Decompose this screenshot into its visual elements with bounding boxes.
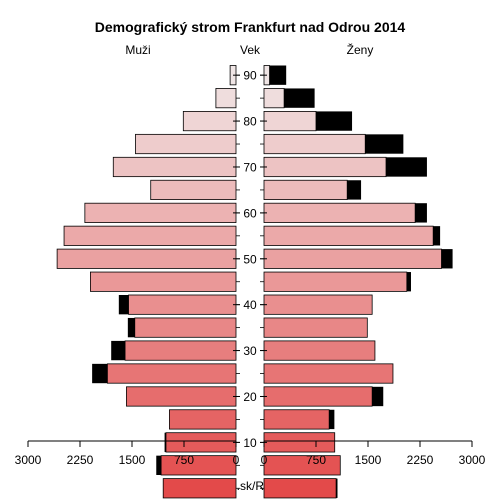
- men-bar-80-84: [182, 111, 237, 132]
- men-bar-35-39: [134, 317, 237, 338]
- age-header: Vek: [240, 43, 261, 57]
- x-tick-label-men-1500: 1500: [119, 453, 146, 467]
- women-bar-50-54: [263, 248, 442, 269]
- x-tick-label-women-3000: 3000: [459, 453, 486, 467]
- women-bar-5-9: [263, 455, 341, 476]
- men-excess-bar-25-29: [92, 363, 108, 384]
- men-bar-55-59: [63, 225, 237, 246]
- women-bar-65-69: [263, 179, 348, 201]
- men-bar-20-24: [126, 386, 237, 407]
- chart-title: Demografický strom Frankfurt nad Odrou 2…: [95, 19, 406, 35]
- x-tick-label-men-3000: 3000: [15, 453, 42, 467]
- women-excess-bar-0-4: [336, 478, 338, 498]
- women-bar-80-84: [263, 111, 317, 132]
- x-tick-label-women-2250: 2250: [407, 453, 434, 467]
- women-bar-0-4: [263, 478, 337, 499]
- age-tick-label-30: 30: [243, 344, 257, 358]
- women-bar-55-59: [263, 225, 434, 246]
- x-tick-label-men-2250: 2250: [67, 453, 94, 467]
- men-bar-30-34: [124, 340, 237, 361]
- men-bar-25-29: [106, 363, 237, 384]
- women-header: Ženy: [347, 42, 374, 57]
- age-tick-label-20: 20: [243, 390, 257, 404]
- axes-group: 10 20 30 40 50 60 70 80 90 3000 2250 1500 750 0 0 750 15…: [15, 69, 486, 489]
- women-bar-25-29: [263, 363, 394, 384]
- women-bar-35-39: [263, 317, 368, 338]
- x-tick-label-women-1500: 1500: [355, 453, 382, 467]
- women-bar-20-24: [263, 386, 373, 407]
- women-bar-60-64: [263, 202, 416, 223]
- age-tick-label-10: 10: [243, 436, 257, 450]
- men-excess-bar-5-9: [156, 455, 162, 475]
- men-bar-5-9: [160, 455, 237, 476]
- age-tick-label-70: 70: [243, 160, 257, 174]
- women-bar-10-14: [263, 432, 336, 453]
- men-bar-75-79: [135, 133, 237, 155]
- women-bar-70-74: [263, 156, 387, 178]
- women-excess-bar-15-19: [329, 409, 335, 430]
- women-excess-bar-55-59: [433, 226, 441, 246]
- men-excess-bar-10-14: [164, 432, 166, 453]
- men-header: Muži: [125, 43, 150, 57]
- women-excess-bar-65-69: [347, 180, 362, 200]
- men-excess-bar-35-39: [127, 317, 135, 338]
- women-bar-40-44: [263, 294, 373, 315]
- men-bar-10-14: [165, 432, 237, 453]
- x-tick-label-men-0: 0: [233, 453, 240, 467]
- men-bar-70-74: [112, 156, 237, 178]
- women-bar-30-34: [263, 340, 376, 361]
- age-tick-label-40: 40: [243, 298, 257, 312]
- age-tick-label-80: 80: [243, 115, 257, 129]
- age-tick-label-90: 90: [243, 69, 257, 83]
- women-excess-bar-90+: [269, 65, 287, 85]
- men-excess-bar-40-44: [118, 295, 129, 315]
- age-tick-label-60: 60: [243, 206, 257, 220]
- women-excess-bar-60-64: [415, 203, 427, 223]
- men-bar-40-44: [128, 294, 237, 315]
- men-bar-50-54: [56, 248, 237, 269]
- women-excess-bar-70-74: [386, 157, 427, 177]
- women-excess-bar-50-54: [441, 249, 453, 269]
- women-excess-bar-85-89: [284, 88, 315, 108]
- men-bar-15-19: [169, 409, 237, 430]
- women-excess-bar-80-84: [316, 111, 353, 131]
- women-excess-bar-75-79: [365, 134, 404, 154]
- men-excess-bar-30-34: [111, 340, 126, 361]
- women-excess-bar-45-49: [406, 272, 411, 292]
- women-bar-75-79: [263, 133, 366, 155]
- men-bar-0-4: [162, 478, 237, 499]
- women-excess-bar-20-24: [372, 386, 384, 407]
- women-bar-85-89: [263, 88, 285, 109]
- women-bar-15-19: [263, 409, 330, 430]
- women-bar-45-49: [263, 271, 408, 292]
- age-tick-label-50: 50: [243, 252, 257, 266]
- men-bar-65-69: [150, 179, 237, 201]
- x-tick-label-men-750: 750: [174, 453, 194, 467]
- bars-group: [56, 65, 453, 499]
- men-bar-85-89: [215, 88, 237, 109]
- x-tick-label-women-750: 750: [306, 453, 326, 467]
- men-bar-60-64: [84, 202, 237, 223]
- x-tick-label-women-0: 0: [261, 453, 268, 467]
- men-bar-45-49: [90, 271, 237, 292]
